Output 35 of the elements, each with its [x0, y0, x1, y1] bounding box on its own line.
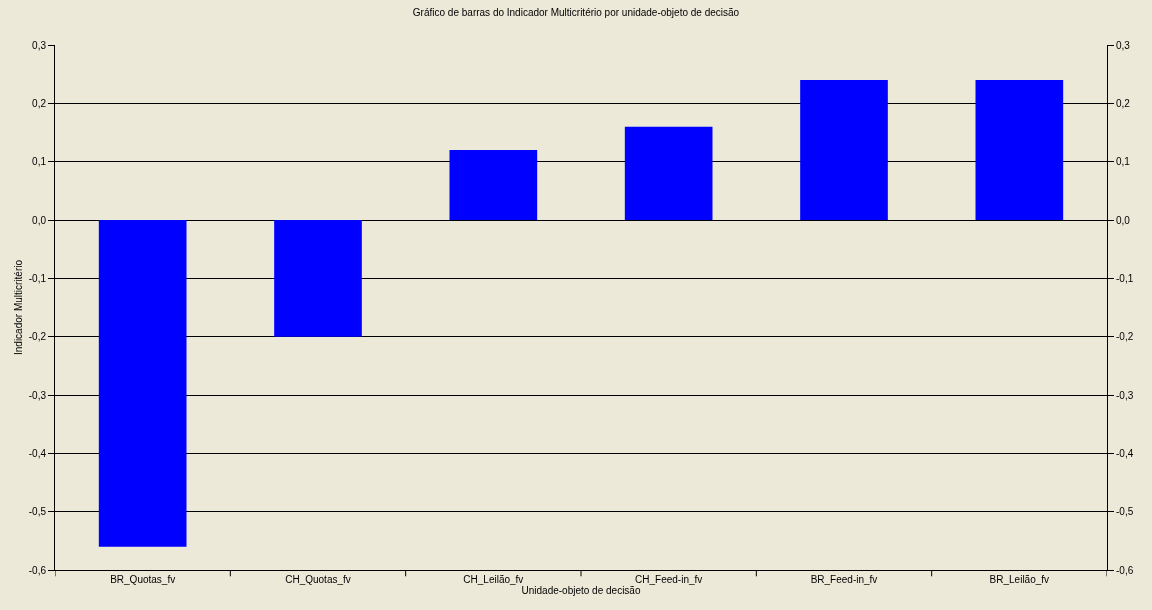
chart-title: Gráfico de barras do Indicador Multicritério por unidade-objeto de decisão	[412, 7, 740, 19]
y-axis-title: Indicador Multicritério	[12, 259, 24, 356]
y-tick-label: -0,5	[28, 506, 47, 518]
y2-tick-label: -0,5	[1116, 506, 1134, 518]
y-tick-label: -0,6	[28, 564, 47, 576]
bar	[449, 150, 538, 220]
x-tick-label: CH_Quotas_fv	[285, 574, 351, 585]
y-tick-label: 0,3	[32, 39, 47, 51]
x-tick-label: BR_Leilão_fv	[989, 574, 1050, 585]
y2-tick-label: 0,0	[1116, 214, 1131, 226]
y2-tick-label: -0,6	[1116, 564, 1134, 576]
bar	[98, 220, 187, 547]
x-axis-title: Unidade-objeto de decisão	[521, 585, 641, 596]
y-tick-label: 0,1	[32, 156, 47, 168]
y2-tick-label: 0,2	[1116, 97, 1131, 109]
bar	[274, 220, 362, 337]
x-tick-label: BR_Quotas_fv	[110, 574, 176, 585]
y2-tick-label: -0,1	[1116, 272, 1134, 284]
y2-tick-label: 0,1	[1116, 156, 1131, 168]
y-tick-label: -0,4	[28, 447, 47, 459]
y2-tick-label: -0,2	[1116, 331, 1134, 343]
y-tick-label: -0,1	[28, 272, 47, 284]
bar	[975, 80, 1064, 220]
bar	[624, 126, 713, 220]
x-tick-label: CH_Feed-in_fv	[635, 574, 703, 585]
y-tick-label: -0,3	[28, 389, 47, 401]
bar	[800, 80, 888, 220]
y-tick-label: 0,2	[32, 97, 47, 109]
y2-tick-label: -0,4	[1116, 447, 1134, 459]
y-tick-label: 0,0	[32, 214, 47, 226]
x-tick-label: CH_Leilão_fv	[463, 574, 524, 585]
y-tick-label: -0,2	[28, 331, 47, 343]
y2-tick-label: 0,3	[1116, 39, 1131, 51]
y2-tick-label: -0,3	[1116, 389, 1134, 401]
x-tick-label: BR_Feed-in_fv	[810, 574, 878, 585]
